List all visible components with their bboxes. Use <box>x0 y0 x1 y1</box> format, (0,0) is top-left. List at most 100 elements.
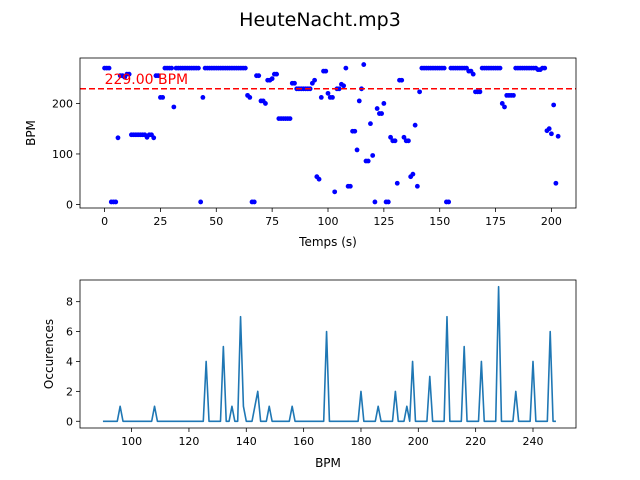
scatter-point <box>412 122 418 128</box>
scatter-point <box>256 73 262 79</box>
scatter-point <box>115 135 121 141</box>
scatter-x-tick-label: 125 <box>373 215 394 228</box>
scatter-point <box>414 183 420 189</box>
histogram-x-tick-label: 100 <box>121 435 142 448</box>
scatter-y-tick-label: 0 <box>66 198 73 211</box>
scatter-point <box>511 92 516 98</box>
scatter-point <box>292 80 297 86</box>
scatter-point <box>312 77 317 83</box>
scatter-point <box>341 83 347 89</box>
scatter-point <box>477 89 483 95</box>
scatter-x-tick-label: 50 <box>209 215 223 228</box>
scatter-point <box>374 106 380 111</box>
scatter-point <box>399 77 405 83</box>
scatter-point <box>372 199 378 205</box>
scatter-axes: 0 25 50 75 100 125 150 175 200 0 100 200 229.00 BPM… <box>24 57 577 249</box>
scatter-point <box>361 62 367 67</box>
histogram-x-tick-label: 220 <box>465 435 486 448</box>
scatter-point <box>401 134 407 140</box>
scatter-y-tick-label: 200 <box>52 97 73 110</box>
scatter-point <box>406 138 411 144</box>
histogram-x-tick-label: 120 <box>178 435 199 448</box>
scatter-x-tick-label: 0 <box>101 215 108 228</box>
scatter-point <box>379 111 385 116</box>
scatter-point <box>160 94 166 100</box>
scatter-point <box>325 90 331 96</box>
scatter-x-tick-label: 25 <box>153 215 167 228</box>
histogram-y-tick-label: 0 <box>66 415 73 428</box>
scatter-x-tick-label: 200 <box>541 215 562 228</box>
histogram-y-tick-label: 8 <box>66 296 73 309</box>
scatter-point <box>263 101 268 106</box>
scatter-point <box>542 65 548 71</box>
scatter-point <box>555 133 561 139</box>
scatter-point <box>370 153 376 158</box>
scatter-point <box>388 134 393 140</box>
scatter-point <box>155 73 161 79</box>
scatter-point <box>196 65 201 71</box>
figure-title: HeuteNacht.mp3 <box>239 9 401 31</box>
scatter-y-tick-label: 100 <box>52 148 73 161</box>
scatter-point <box>336 86 342 92</box>
scatter-y-axis-label: BPM <box>24 120 38 146</box>
scatter-point <box>365 158 371 164</box>
scatter-point <box>269 76 275 82</box>
scatter-x-tick-label: 75 <box>265 215 279 228</box>
scatter-point <box>198 199 204 205</box>
scatter-point <box>410 171 416 177</box>
histogram-x-tick-label: 180 <box>350 435 371 448</box>
scatter-point <box>417 89 422 95</box>
scatter-point <box>502 104 507 110</box>
scatter-point <box>343 65 349 71</box>
histogram-y-axis-label: Occurences <box>42 319 56 389</box>
scatter-point <box>441 65 447 71</box>
occurrence-line <box>102 285 556 423</box>
histogram-axes: 100 120 140 160 180 200 220 240 0 2 4 6 8 BPM Occure… <box>42 279 577 470</box>
scatter-point <box>126 71 132 77</box>
histogram-x-axis-label: BPM <box>315 456 341 470</box>
scatter-point <box>497 65 503 71</box>
scatter-point <box>106 65 112 71</box>
scatter-x-tick-label: 150 <box>429 215 450 228</box>
scatter-point <box>113 199 119 205</box>
scatter-point <box>169 65 175 71</box>
histogram-x-tick-label: 140 <box>236 435 257 448</box>
scatter-point <box>470 71 476 77</box>
scatter-x-axis-label: Temps (s) <box>298 235 357 249</box>
scatter-point <box>251 199 257 205</box>
scatter-x-tick-label: 100 <box>318 215 339 228</box>
scatter-point <box>499 101 505 106</box>
scatter-point <box>392 138 398 144</box>
scatter-point <box>394 180 400 186</box>
scatter-point <box>354 147 360 153</box>
scatter-axes-frame <box>79 57 577 209</box>
scatter-point <box>385 199 391 205</box>
histogram-x-tick-label: 240 <box>522 435 543 448</box>
scatter-point <box>356 98 362 104</box>
threshold-label: 229.00 BPM <box>105 72 189 88</box>
scatter-point <box>352 128 358 134</box>
scatter-x-tick-label: 175 <box>485 215 506 228</box>
scatter-point <box>332 189 338 195</box>
scatter-point <box>368 121 373 127</box>
scatter-point <box>323 68 329 74</box>
scatter-point <box>274 71 280 77</box>
scatter-point <box>171 104 177 110</box>
scatter-point <box>446 199 452 205</box>
scatter-point <box>316 176 322 182</box>
histogram-x-tick-label: 160 <box>293 435 314 448</box>
histogram-axes-frame <box>79 279 577 429</box>
scatter-point <box>347 183 353 189</box>
scatter-point <box>242 65 248 71</box>
histogram-y-tick-label: 2 <box>66 385 73 398</box>
scatter-point <box>553 180 559 186</box>
scatter-point <box>330 94 335 100</box>
scatter-point <box>546 126 552 132</box>
scatter-point <box>551 102 557 108</box>
histogram-y-tick-label: 6 <box>66 326 73 339</box>
scatter-point <box>151 135 157 141</box>
scatter-point <box>247 94 253 100</box>
scatter-point <box>318 94 324 100</box>
